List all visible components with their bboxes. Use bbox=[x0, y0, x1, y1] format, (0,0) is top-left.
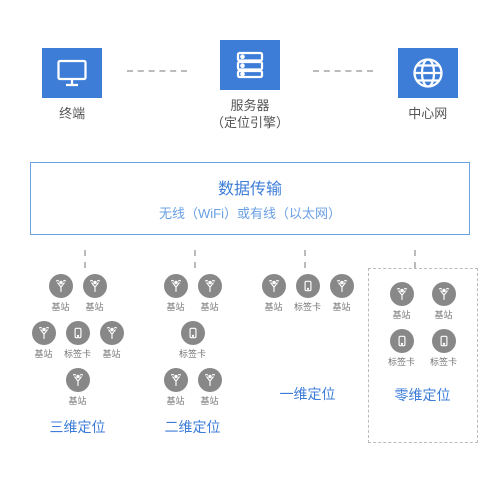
tag-node: 标签卡 bbox=[428, 329, 460, 368]
station-node: 基站 bbox=[428, 282, 460, 321]
cluster-2d: 基站基站标签卡基站基站 二维定位 bbox=[138, 268, 248, 443]
network-label: 中心网 bbox=[398, 106, 458, 123]
station-node: 基站 bbox=[28, 321, 60, 360]
transport-title: 数据传输 bbox=[31, 175, 469, 199]
dash-connector bbox=[127, 70, 187, 72]
server-icon bbox=[220, 40, 280, 90]
dash-connector bbox=[313, 70, 373, 72]
station-node: 基站 bbox=[79, 274, 111, 313]
globe-icon bbox=[398, 48, 458, 98]
station-node: 基站 bbox=[386, 282, 418, 321]
station-node: 基站 bbox=[96, 321, 128, 360]
tag-node: 标签卡 bbox=[177, 321, 209, 360]
tag-node: 标签卡 bbox=[62, 321, 94, 360]
station-node: 基站 bbox=[194, 274, 226, 313]
station-node: 基站 bbox=[160, 274, 192, 313]
monitor-icon bbox=[42, 48, 102, 98]
station-node: 基站 bbox=[45, 274, 77, 313]
station-node: 基站 bbox=[62, 368, 94, 407]
transport-subtitle: 无线（WiFi）或有线（以太网） bbox=[31, 203, 469, 222]
cluster-1d: 基站标签卡基站 一维定位 bbox=[253, 268, 363, 443]
network-item: 中心网 bbox=[398, 48, 458, 123]
vertical-connectors bbox=[0, 250, 500, 268]
tag-node: 标签卡 bbox=[386, 329, 418, 368]
terminal-label: 终端 bbox=[42, 106, 102, 123]
tag-node: 标签卡 bbox=[292, 274, 324, 374]
transport-box: 数据传输 无线（WiFi）或有线（以太网） bbox=[30, 162, 470, 235]
top-row: 终端 服务器 （定位引擎） 中心网 bbox=[0, 0, 500, 142]
cluster-0d: 基站标签卡基站标签卡 零维定位 bbox=[368, 268, 478, 443]
server-item: 服务器 （定位引擎） bbox=[211, 40, 289, 132]
station-node: 基站 bbox=[326, 274, 358, 374]
station-node: 基站 bbox=[194, 368, 226, 407]
clusters-row: 基站基站基站标签卡基站基站 三维定位 基站基站标签卡基站基站 二维定位 基站标签… bbox=[0, 268, 500, 443]
cluster-3d: 基站基站基站标签卡基站基站 三维定位 bbox=[23, 268, 133, 443]
server-label: 服务器 （定位引擎） bbox=[211, 98, 289, 132]
station-node: 基站 bbox=[160, 368, 192, 407]
station-node: 基站 bbox=[258, 274, 290, 374]
terminal-item: 终端 bbox=[42, 48, 102, 123]
